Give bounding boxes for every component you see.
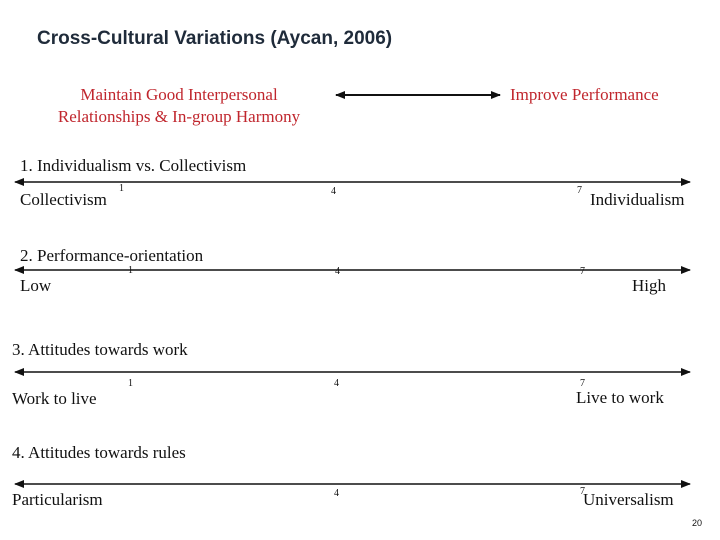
row-2-heading: 2. Performance-orientation <box>20 246 204 265</box>
row-3-scale-1: 1 <box>128 378 133 389</box>
row-4-heading: 4. Attitudes towards rules <box>12 443 186 462</box>
left-goal-label: Maintain Good Interpersonal Relationship… <box>20 84 338 128</box>
row-4-scale-7: 7 <box>580 486 585 497</box>
left-goal-line2: Relationships & In-group Harmony <box>57 107 301 126</box>
row-4-left-label: Particularism <box>12 490 103 509</box>
row-2-left-label: Low <box>20 276 52 295</box>
row-2-scale-7: 7 <box>580 266 585 277</box>
row-4-right-label: Universalism <box>583 490 674 509</box>
left-goal-line1: Maintain Good Interpersonal <box>80 85 278 104</box>
row-1-left-label: Collectivism <box>20 190 107 209</box>
row-2-right-label: High <box>632 276 666 295</box>
row-1-scale-4: 4 <box>331 186 336 197</box>
row-3-scale-7: 7 <box>580 378 585 389</box>
row-1-scale-1: 1 <box>119 183 124 194</box>
row-1-right-label: Individualism <box>590 190 685 209</box>
right-goal-label: Improve Performance <box>510 85 659 104</box>
row-4-scale-4: 4 <box>334 488 339 499</box>
row-2-scale-1: 1 <box>128 265 133 276</box>
row-1-heading: 1. Individualism vs. Collectivism <box>20 156 247 175</box>
row-3-heading: 3. Attitudes towards work <box>12 340 188 359</box>
page-title: Cross-Cultural Variations (Aycan, 2006) <box>37 28 393 49</box>
page-number: 20 <box>692 518 703 528</box>
row-1-scale-7: 7 <box>577 185 582 196</box>
row-2-scale-4: 4 <box>335 266 340 277</box>
row-3-left-label: Work to live <box>12 389 97 408</box>
row-3-right-label: Live to work <box>576 388 664 407</box>
row-3-scale-4: 4 <box>334 378 339 389</box>
